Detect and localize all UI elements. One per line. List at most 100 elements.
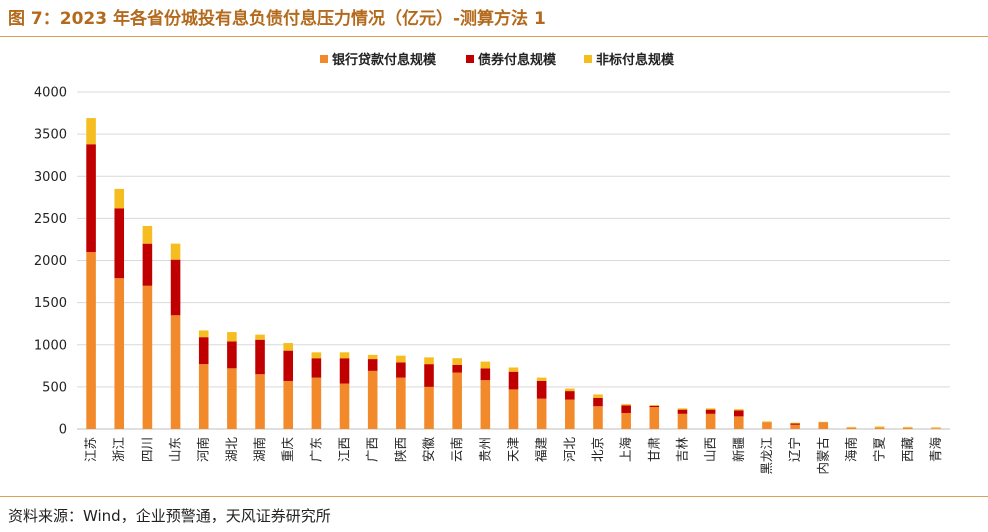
bar-segment (142, 285, 153, 429)
bar-segment (283, 350, 293, 381)
bar-segment (931, 427, 941, 429)
bar-segment (536, 398, 547, 429)
x-axis: 江苏 浙江 四川 山东 河南 湖北 湖南 重庆 广东 江西 广西 陕西 安徽 云南 贵州 天津 福建 河北 北京 上海… (83, 437, 943, 475)
x-tick-label: 陕西 (393, 437, 408, 462)
x-tick-label: 重庆 (280, 437, 295, 463)
bar-segment (902, 427, 913, 429)
bar-segment (790, 424, 800, 429)
x-tick-label: 江西 (337, 437, 352, 462)
bar-segment (339, 352, 350, 359)
bar-segment (367, 354, 378, 360)
stacked-bar-chart: 银行贷款付息规模 债券付息规模 非标付息规模 0 500 1000 1500 2000 250… (34, 52, 950, 475)
bar-segment (536, 380, 547, 399)
bar-segment (198, 337, 209, 365)
x-tick-label: 山东 (168, 437, 183, 462)
bar-segment (762, 421, 772, 423)
bar-segment (227, 332, 237, 342)
bar-segment (255, 339, 265, 375)
y-tick-label: 3500 (34, 128, 67, 143)
legend-swatch (320, 55, 328, 63)
bar-segment (790, 422, 800, 424)
y-axis: 0 500 1000 1500 2000 2500 3000 3500 4000 (34, 86, 950, 438)
bar-segment (198, 364, 209, 429)
y-tick-label: 1500 (34, 296, 67, 311)
bar-segment (565, 391, 575, 400)
bar-segment (311, 352, 322, 359)
bar-segment (283, 380, 293, 429)
bar-segment (508, 389, 519, 429)
bar-segment (621, 405, 631, 413)
bar-segment (734, 416, 744, 429)
bar-segment (593, 394, 603, 398)
bar-segment (621, 404, 631, 406)
bar-segment (86, 118, 96, 145)
x-tick-label: 山西 (703, 437, 718, 462)
bar-segment (311, 358, 322, 378)
bar-segment (705, 409, 716, 414)
x-tick-label: 北京 (590, 437, 605, 462)
chart-legend: 银行贷款付息规模 债券付息规模 非标付息规模 (320, 52, 675, 68)
bar-segment (367, 359, 378, 371)
y-tick-label: 2500 (34, 212, 67, 227)
x-tick-label: 湖北 (224, 437, 239, 463)
bar-segment (649, 405, 660, 408)
x-tick-label: 广东 (308, 437, 323, 462)
bar-segment (114, 278, 125, 429)
bar-segment (86, 252, 96, 429)
bar-segment (593, 406, 603, 429)
bar-segment (565, 388, 575, 392)
y-tick-label: 3000 (34, 170, 67, 185)
x-tick-label: 浙江 (111, 437, 126, 462)
bar-segment (931, 428, 941, 429)
bar-segment (705, 413, 716, 429)
bar-segment (424, 364, 434, 387)
x-tick-label: 西藏 (900, 437, 915, 463)
bar-segment (396, 355, 406, 363)
source-divider (0, 496, 988, 497)
bar-segment (142, 243, 153, 286)
title-divider (0, 36, 988, 37)
bar-segment (86, 144, 96, 253)
bar-segment (255, 334, 265, 340)
bar-segment (452, 364, 462, 373)
bar-segment (874, 426, 885, 428)
bar-segment (593, 397, 603, 407)
gridlines (77, 91, 950, 388)
legend-label: 非标付息规模 (596, 52, 675, 68)
bar-segment (339, 383, 350, 429)
bar-segment (198, 330, 209, 338)
y-tick-label: 4000 (34, 86, 67, 101)
legend-label: 债券付息规模 (478, 52, 557, 68)
x-tick-label: 福建 (534, 437, 549, 463)
bar-segment (846, 426, 857, 428)
bar-segment (424, 357, 434, 365)
x-tick-label: 上海 (618, 437, 633, 463)
x-tick-label: 海南 (843, 437, 858, 462)
bar-segment (734, 410, 744, 417)
x-tick-label: 广西 (365, 437, 380, 462)
bar-segment (508, 367, 519, 372)
y-tick-label: 0 (59, 423, 67, 438)
x-tick-label: 河南 (196, 437, 211, 462)
x-tick-label: 江苏 (83, 437, 98, 462)
bar-segment (311, 377, 322, 429)
x-tick-label: 新疆 (731, 437, 746, 462)
bar-segment (396, 362, 406, 378)
bar-segment (170, 315, 181, 429)
x-tick-label: 黑龙江 (759, 437, 774, 475)
bar-segment (649, 407, 660, 429)
bar-segment (283, 343, 293, 351)
bar-segment (480, 380, 491, 429)
x-tick-label: 内蒙古 (815, 437, 830, 475)
x-tick-label: 甘肃 (646, 437, 661, 462)
source-note: 资料来源：Wind，企业预警通，天风证券研究所 (8, 507, 331, 525)
bar-segment (227, 368, 237, 429)
x-tick-label: 天津 (506, 437, 521, 462)
legend-swatch (584, 55, 592, 63)
x-tick-label: 安徽 (421, 437, 436, 463)
bar-segment (452, 358, 462, 365)
legend-swatch (466, 55, 474, 63)
x-tick-label: 云南 (449, 437, 464, 462)
bar-segment (536, 377, 547, 381)
x-tick-label: 湖南 (252, 437, 267, 462)
